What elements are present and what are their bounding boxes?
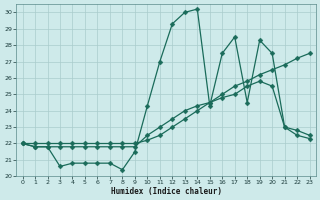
X-axis label: Humidex (Indice chaleur): Humidex (Indice chaleur) [111, 187, 221, 196]
